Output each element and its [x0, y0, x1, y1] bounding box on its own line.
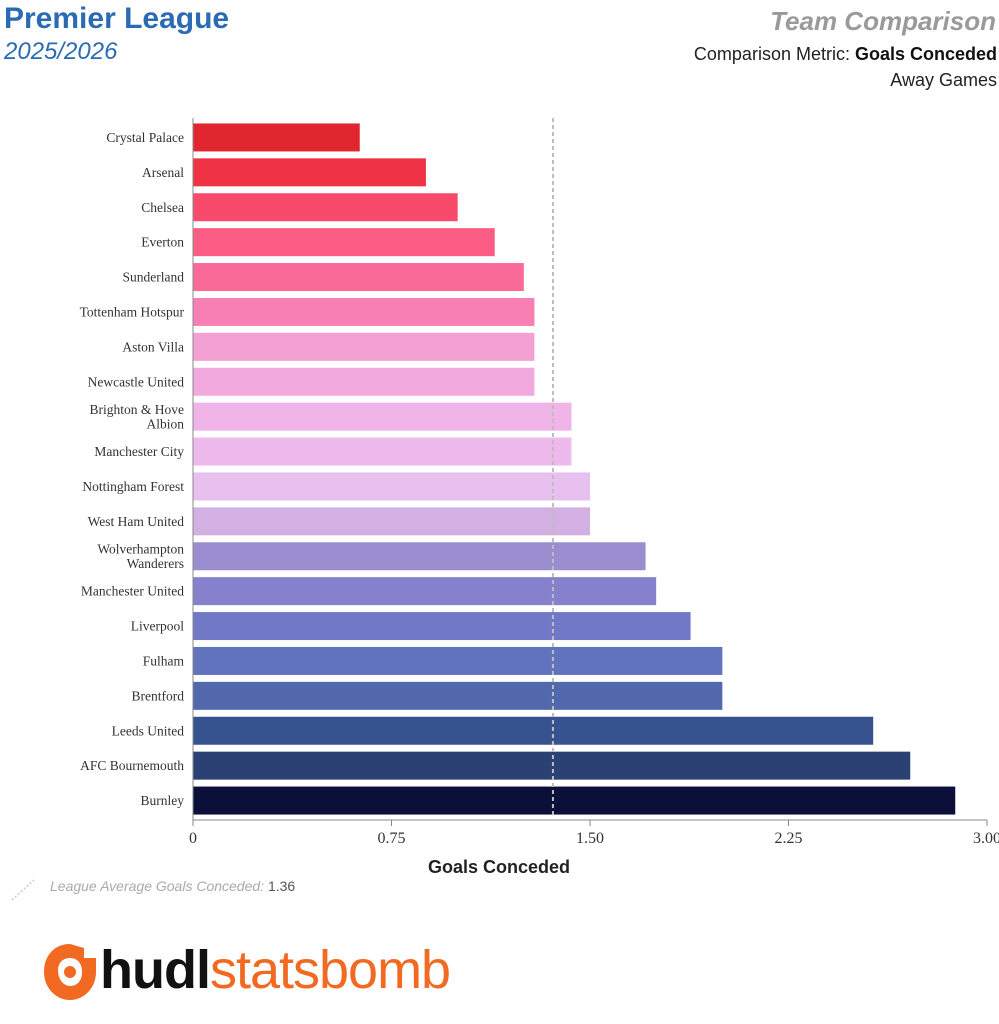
venue-label: Away Games [890, 70, 997, 90]
team-label: Wolverhampton Wanderers [97, 542, 184, 572]
bar [193, 332, 535, 361]
bar [193, 577, 657, 606]
team-label: West Ham United [88, 514, 185, 529]
team-label: Liverpool [131, 619, 184, 634]
bar [193, 437, 572, 466]
bar [193, 646, 723, 675]
team-label-line: Manchester United [81, 584, 184, 599]
team-label: Tottenham Hotspur [80, 304, 185, 319]
team-label: Manchester City [94, 444, 184, 459]
x-tick-label: 1.50 [576, 830, 604, 847]
league-average-note: League Average Goals Conceded: 1.36 [50, 878, 295, 894]
season-label: 2025/2026 [4, 38, 118, 65]
team-label: Nottingham Forest [82, 479, 184, 494]
team-label-line: Wolverhampton [97, 542, 184, 557]
bar [193, 228, 495, 257]
brand-wordmark: hudlstatsbomb [100, 938, 451, 1002]
average-line-swatch [11, 879, 35, 901]
x-tick-label: 2.25 [775, 830, 803, 847]
team-label-line: Brentford [132, 688, 185, 703]
team-label: Crystal Palace [106, 130, 184, 145]
bar [193, 751, 911, 780]
statsbomb-logo-icon [44, 944, 96, 1000]
team-label-line: Newcastle United [88, 374, 185, 389]
bars-group: Crystal Palace Arsenal Chelsea Everton Sunde… [80, 123, 956, 815]
league-average-value: 1.36 [267, 878, 296, 894]
team-label: Everton [141, 235, 184, 250]
team-label-line: Nottingham Forest [82, 479, 184, 494]
team-label-line: Leeds United [112, 723, 185, 738]
brand-statsbomb: statsbomb [209, 940, 451, 1000]
bar [193, 507, 590, 536]
bar [193, 297, 535, 326]
team-label-line: Aston Villa [122, 339, 184, 354]
bar [193, 367, 535, 396]
team-label-line: Burnley [141, 793, 185, 808]
bar-chart: Crystal Palace Arsenal Chelsea Everton Sunde… [80, 118, 999, 877]
team-label-line: AFC Bournemouth [80, 758, 184, 773]
team-label-line: Crystal Palace [106, 130, 184, 145]
team-label: Sunderland [123, 270, 185, 285]
brand-hudl: hudl [100, 940, 211, 1000]
report-title: Team Comparison [770, 6, 996, 36]
team-label: AFC Bournemouth [80, 758, 184, 773]
team-label-line: Fulham [143, 653, 185, 668]
team-label: Manchester United [81, 584, 184, 599]
team-label: Brighton & Hove Albion [90, 402, 185, 432]
bar [193, 681, 723, 710]
team-label-line: Albion [146, 416, 184, 431]
team-label-line: Chelsea [141, 200, 184, 215]
team-label-line: Manchester City [94, 444, 184, 459]
bar [193, 158, 426, 187]
team-label-line: West Ham United [88, 514, 185, 529]
team-label: Fulham [143, 653, 185, 668]
metric-name: Goals Conceded [854, 44, 997, 64]
team-label-line: Arsenal [142, 165, 184, 180]
bar [193, 786, 956, 815]
team-label-line: Sunderland [123, 270, 185, 285]
bar [193, 612, 691, 641]
bar [193, 123, 360, 152]
team-label: Chelsea [141, 200, 184, 215]
league-title: Premier League [4, 2, 230, 35]
bar [193, 402, 572, 431]
team-label-line: Tottenham Hotspur [80, 304, 185, 319]
bar [193, 263, 524, 292]
team-label-line: Everton [141, 235, 184, 250]
bar [193, 542, 646, 571]
bar [193, 716, 874, 745]
x-tick-label: 0.75 [378, 830, 406, 847]
team-label-line: Wanderers [127, 556, 184, 571]
metric-prefix: Comparison Metric: [693, 44, 855, 64]
bar [193, 472, 590, 501]
team-label-line: Liverpool [131, 619, 184, 634]
x-axis-title: Goals Conceded [428, 857, 570, 877]
metric-line: Comparison Metric: Goals Conceded [694, 44, 997, 65]
team-label-line: Brighton & Hove [90, 402, 185, 417]
bar [193, 193, 458, 222]
team-label: Burnley [141, 793, 185, 808]
league-average-label: League Average Goals Conceded: [50, 878, 265, 894]
team-label: Aston Villa [122, 339, 184, 354]
team-label: Brentford [132, 688, 185, 703]
x-tick-label: 0 [189, 830, 197, 847]
team-label: Newcastle United [88, 374, 185, 389]
x-ticks-group: 0 0.75 1.50 2.25 3.00 [189, 820, 999, 847]
team-label: Arsenal [142, 165, 184, 180]
team-label: Leeds United [112, 723, 185, 738]
x-tick-label: 3.00 [973, 830, 999, 847]
